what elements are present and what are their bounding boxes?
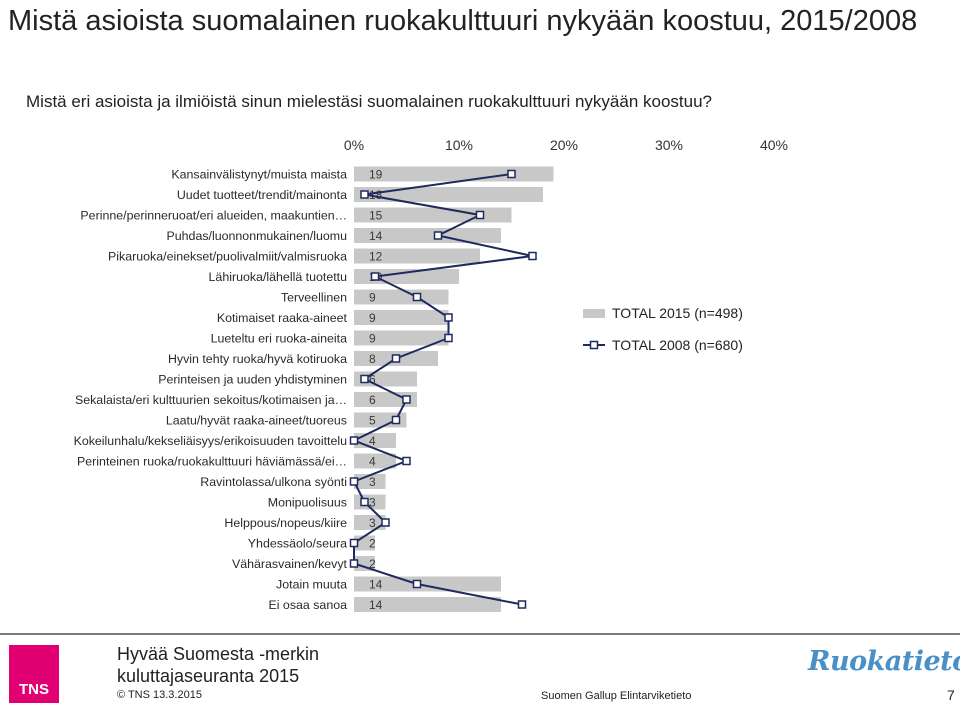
- line-2008: [351, 173, 533, 606]
- line-2008-marker: [412, 579, 422, 589]
- category-label: Perinteisen ja uuden yhdistyminen: [158, 373, 347, 387]
- legend-label-2008: TOTAL 2008 (n=680): [612, 337, 743, 353]
- bar-value-label: 5: [369, 414, 376, 428]
- bar-value-label: 19: [369, 168, 383, 182]
- bar-value-label: 4: [369, 455, 376, 469]
- line-2008-marker: [349, 436, 359, 445]
- line-2008-marker: [444, 313, 453, 322]
- bar-value-label: 9: [369, 332, 376, 346]
- category-label: Kansainvälistynyt/muista maista: [171, 168, 347, 182]
- bar-value-label: 8: [369, 352, 376, 366]
- bar-2015: [354, 187, 543, 202]
- copyright-text: © TNS 13.3.2015: [117, 689, 202, 701]
- bar-value-label: 2: [369, 537, 376, 551]
- bar-value-label: 6: [369, 373, 376, 387]
- category-label: Pikaruoka/einekset/puolivalmiit/valmisru…: [108, 250, 347, 264]
- category-label: Monipuolisuus: [268, 496, 347, 510]
- x-tick-label: 20%: [550, 137, 578, 153]
- category-label: Lähiruoka/lähellä tuotettu: [209, 270, 348, 284]
- x-tick-label: 10%: [445, 137, 473, 153]
- bar-value-label: 3: [369, 496, 376, 510]
- bar-2015: [354, 576, 501, 592]
- bar-2015: [354, 392, 417, 407]
- bar-value-label: 15: [369, 209, 383, 223]
- bar-value-label: 2: [369, 557, 376, 571]
- bar-2015: [354, 269, 459, 284]
- bar-value-label: 14: [369, 229, 383, 243]
- bar-value-label: 9: [369, 311, 376, 325]
- line-2008-marker: [349, 538, 359, 548]
- line-2008-marker: [370, 272, 380, 281]
- legend-swatch-2015: [583, 309, 605, 318]
- bar-value-label: 12: [369, 250, 383, 264]
- report-title: Hyvää Suomesta -merkin kuluttajaseuranta…: [117, 644, 320, 686]
- page-title: Mistä asioista suomalainen ruokakulttuur…: [8, 5, 918, 37]
- line-2008-marker: [360, 190, 369, 199]
- category-label: Helppous/nopeus/kiire: [224, 516, 347, 530]
- bar-2015: [354, 248, 480, 264]
- category-label: Ravintolassa/ulkona syönti: [200, 475, 347, 489]
- x-tick-label: 40%: [760, 137, 788, 153]
- line-2008-marker: [391, 354, 401, 363]
- line-2008-marker: [412, 292, 422, 302]
- x-tick-label: 0%: [344, 137, 364, 153]
- line-2008-marker: [433, 231, 443, 240]
- x-tick-label: 30%: [655, 137, 683, 153]
- category-label: Ei osaa sanoa: [268, 598, 347, 612]
- line-2008-marker: [360, 497, 369, 507]
- tns-logo-text: TNS: [19, 681, 49, 698]
- bar-value-label: 14: [369, 578, 383, 592]
- category-label: Sekalaista/eri kulttuurien sekoitus/koti…: [75, 393, 347, 407]
- line-2008-marker: [517, 600, 527, 609]
- category-label: Puhdas/luonnonmukainen/luomu: [167, 229, 348, 243]
- category-label: Laatu/hyvät raaka-aineet/tuoreus: [166, 414, 347, 428]
- category-label: Perinne/perinneruoat/eri alueiden, maaku…: [80, 209, 347, 223]
- category-label: Lueteltu eri ruoka-aineita: [211, 332, 347, 346]
- line-2008-marker: [475, 210, 485, 220]
- line-2008-marker: [349, 559, 359, 568]
- line-2008-marker: [402, 395, 411, 404]
- line-2008-marker: [360, 374, 369, 384]
- line-2008-marker: [349, 477, 359, 486]
- bar-2015: [354, 515, 386, 530]
- line-2008-marker: [402, 456, 411, 466]
- legend-label-2015: TOTAL 2015 (n=498): [612, 305, 743, 321]
- bar-line-chart: 0% 10% 20% 30% 40% Kansainvälistynyt/muista m…: [74, 137, 788, 612]
- category-label: Jotain muuta: [276, 578, 347, 592]
- category-label: Perinteinen ruoka/ruokakulttuuri häviämä…: [77, 455, 347, 469]
- bar-2015: [354, 597, 501, 612]
- bar-value-label: 9: [369, 291, 376, 305]
- category-label: Yhdessäolo/seura: [248, 537, 347, 551]
- bar-value-label: 6: [369, 393, 376, 407]
- bar-2015: [354, 228, 501, 243]
- category-label: Vähärasvainen/kevyt: [232, 557, 348, 571]
- bar-value-label: 3: [369, 516, 376, 530]
- tns-logo: TNS: [9, 645, 59, 703]
- line-2008-marker: [528, 251, 537, 261]
- category-label: Hyvin tehty ruoka/hyvä kotiruoka: [168, 352, 347, 366]
- bar-2015: [354, 556, 375, 571]
- bar-2015: [354, 330, 449, 346]
- bar-2015: [354, 166, 554, 182]
- bar-value-label: 4: [369, 434, 376, 448]
- line-2008-marker: [381, 518, 390, 527]
- bar-value-label: 14: [369, 598, 383, 612]
- bar-value-label: 3: [369, 475, 376, 489]
- survey-question: Mistä eri asioista ja ilmiöistä sinun mi…: [26, 92, 712, 111]
- bar-2015: [354, 310, 449, 325]
- bar-2015: [354, 453, 396, 469]
- legend-marker-2008: [589, 340, 599, 350]
- source-text: Suomen Gallup Elintarviketieto: [541, 690, 692, 702]
- bar-2015: [354, 289, 449, 305]
- line-2008-marker: [444, 333, 453, 343]
- line-2008-marker: [507, 169, 516, 179]
- footer-divider: [0, 633, 960, 635]
- category-label: Terveellinen: [281, 291, 347, 305]
- page-number: 7: [947, 687, 955, 703]
- category-label: Kotimaiset raaka-aineet: [217, 311, 348, 325]
- ruokatieto-logo: Ruokatieto: [808, 646, 960, 677]
- line-2008-marker: [391, 415, 401, 425]
- category-label: Kokeilunhalu/kekseliäisyys/erikoisuuden …: [74, 434, 348, 448]
- category-label: Uudet tuotteet/trendit/mainonta: [177, 188, 347, 202]
